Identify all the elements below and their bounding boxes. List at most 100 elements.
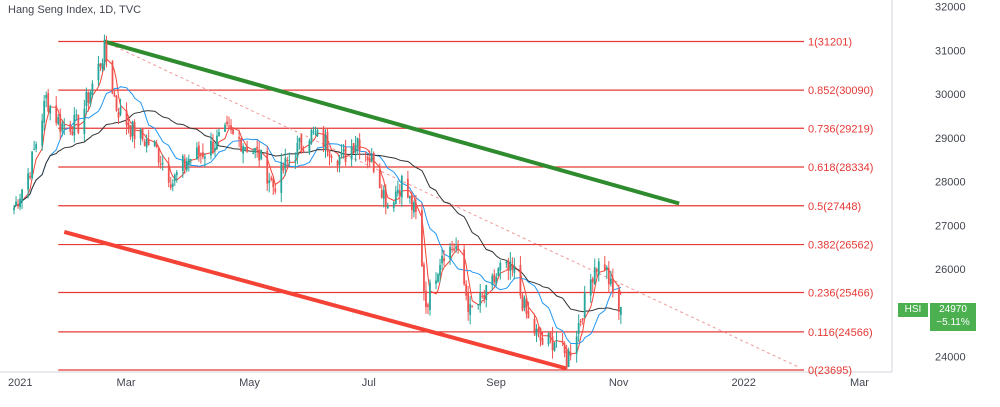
candle-body: [356, 138, 359, 147]
candle-body: [29, 175, 32, 178]
candle-body: [453, 248, 455, 251]
candle-body: [415, 202, 417, 212]
candle-body: [97, 63, 100, 81]
x-tick-label: Sep: [486, 377, 506, 389]
candle-body: [328, 150, 331, 157]
candle-body: [115, 95, 118, 111]
candle-body: [493, 274, 496, 283]
candle-body: [252, 152, 255, 154]
y-tick-label: 24000: [935, 352, 966, 364]
candle-body: [370, 154, 373, 162]
candle-body: [527, 310, 530, 319]
candle-body: [99, 63, 102, 67]
candle-body: [507, 260, 510, 271]
candle-body: [441, 255, 443, 264]
fib-label: 1(31201): [808, 37, 852, 49]
candle-body: [280, 162, 283, 193]
candle-body: [519, 264, 522, 296]
candle-body: [131, 121, 134, 137]
candle-body: [17, 203, 19, 207]
candle-body: [603, 264, 606, 271]
candle-body: [41, 120, 44, 146]
candle-body: [171, 183, 174, 187]
candle-body: [525, 299, 528, 314]
fib-label: 0.236(25466): [808, 288, 873, 300]
candle-body: [232, 128, 234, 134]
candle-body: [595, 269, 598, 272]
candle-body: [256, 146, 259, 149]
candle-body: [61, 123, 64, 131]
y-tick-label: 27000: [935, 220, 966, 232]
candle-body: [563, 343, 566, 354]
candle-body: [103, 39, 106, 65]
candle-body: [368, 158, 371, 163]
y-tick-label: 32000: [935, 2, 966, 14]
fib-levels: 1(31201) 0.852(30090) 0.736(29219) 0.618(28…: [58, 37, 873, 377]
candle-body: [396, 189, 399, 194]
y-tick-label: 30000: [935, 89, 966, 101]
candle-body: [244, 146, 247, 150]
candle-body: [161, 163, 164, 165]
candle-body: [294, 160, 297, 162]
candle-body: [364, 153, 367, 155]
candle-body: [463, 249, 466, 285]
candle-body: [47, 93, 50, 112]
candle-body: [13, 208, 15, 211]
candle-body: [567, 350, 570, 367]
candle-body: [185, 161, 188, 170]
candle-body: [469, 304, 472, 315]
candle-body: [228, 125, 230, 127]
candle-body: [242, 146, 245, 154]
candle-body: [443, 258, 445, 262]
candle-body: [324, 135, 327, 150]
candle-body: [479, 293, 482, 306]
candle-body: [204, 156, 206, 159]
candle-body: [195, 147, 198, 160]
candle-body: [260, 149, 263, 160]
candle-body: [338, 156, 341, 165]
candle-body: [352, 143, 355, 154]
candle-body: [282, 165, 285, 171]
candle-body: [477, 304, 480, 306]
candle-body: [200, 153, 202, 155]
candle-body: [254, 148, 257, 153]
candle-body: [226, 121, 228, 125]
fib-label: 0.5(27448): [808, 201, 861, 213]
candle-body: [449, 246, 451, 260]
x-tick-label: May: [239, 377, 260, 389]
candle-body: [322, 129, 325, 148]
candle-body: [45, 95, 48, 99]
candle-body: [141, 127, 144, 140]
candle-body: [541, 338, 544, 345]
fib-label: 0.736(29219): [808, 123, 873, 135]
candle-body: [593, 267, 596, 285]
candle-body: [59, 114, 62, 133]
fib-label: 0.116(24566): [808, 327, 873, 339]
candle-body: [350, 146, 353, 160]
x-tick-label: 2021: [8, 377, 32, 389]
candle-body: [155, 143, 158, 148]
candle-body: [505, 261, 508, 264]
candle-body: [549, 332, 552, 337]
candle-body: [169, 184, 172, 188]
candle-body: [202, 152, 204, 158]
candle-body: [312, 131, 315, 133]
candle-body: [147, 138, 150, 145]
candle-body: [569, 352, 572, 356]
x-tick-label: Nov: [609, 377, 629, 389]
y-tick-label: 26000: [935, 264, 966, 276]
candle-body: [421, 209, 423, 267]
candle-body: [19, 198, 21, 208]
trendline-layer: [63, 39, 800, 371]
fib-label: 0.618(28334): [808, 162, 873, 174]
candle-body: [380, 190, 383, 198]
candle-body: [71, 131, 74, 135]
candle-body: [240, 137, 242, 152]
x-tick-label: Jul: [362, 377, 376, 389]
candle-body: [75, 114, 78, 116]
candle-body: [495, 276, 498, 284]
candle-body: [15, 201, 17, 206]
candle-body: [159, 163, 162, 165]
candle-body: [467, 292, 470, 312]
